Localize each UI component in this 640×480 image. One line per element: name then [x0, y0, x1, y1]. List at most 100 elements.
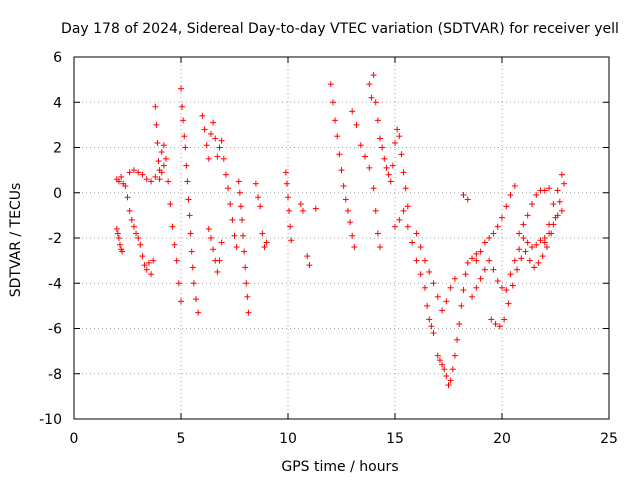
- y-tick-label: -2: [48, 231, 62, 247]
- data-point: [167, 201, 174, 208]
- data-point: [182, 144, 189, 151]
- data-point: [199, 112, 206, 119]
- data-point: [488, 316, 495, 323]
- data-point: [306, 262, 313, 269]
- series-arc-p: [434, 250, 480, 389]
- data-point: [122, 182, 129, 189]
- data-point: [261, 244, 268, 251]
- data-point: [426, 268, 433, 275]
- data-point: [171, 241, 178, 248]
- data-point: [178, 85, 184, 92]
- data-point: [366, 81, 373, 88]
- x-tick-label: 10: [279, 431, 297, 447]
- data-point: [464, 259, 471, 266]
- y-tick-label: 6: [53, 50, 62, 66]
- data-point: [150, 257, 157, 264]
- data-point: [137, 241, 144, 248]
- data-point: [392, 139, 398, 146]
- data-point: [188, 248, 195, 255]
- data-point: [175, 280, 182, 287]
- data-point: [190, 280, 197, 287]
- data-point: [225, 185, 232, 192]
- data-point: [288, 237, 295, 244]
- data-point: [558, 207, 565, 214]
- data-point: [462, 271, 469, 278]
- data-point: [372, 99, 379, 106]
- data-point: [377, 135, 384, 142]
- data-point: [533, 241, 540, 248]
- y-tick-label: -6: [48, 322, 62, 338]
- data-point: [400, 169, 407, 176]
- data-point: [490, 230, 497, 237]
- data-point: [185, 196, 192, 203]
- data-point: [152, 103, 159, 110]
- data-point: [535, 259, 542, 266]
- data-point: [451, 352, 458, 359]
- data-point: [205, 225, 212, 232]
- data-point: [520, 235, 527, 241]
- data-point: [155, 158, 162, 165]
- data-point: [477, 275, 484, 282]
- data-point: [216, 257, 223, 264]
- data-point: [353, 121, 360, 128]
- data-point: [143, 176, 150, 183]
- data-point: [241, 248, 248, 255]
- data-point: [561, 180, 568, 187]
- data-point: [413, 230, 420, 237]
- data-point: [377, 244, 384, 251]
- data-point: [430, 280, 437, 287]
- data-point: [243, 280, 250, 287]
- data-point: [304, 253, 311, 260]
- data-point: [541, 187, 548, 194]
- data-point: [524, 239, 531, 246]
- data-point: [477, 248, 484, 255]
- data-point: [255, 194, 262, 201]
- data-point: [169, 223, 176, 230]
- data-point: [165, 178, 172, 185]
- series-arc-g: [205, 225, 225, 275]
- data-point: [528, 201, 535, 208]
- data-point: [413, 257, 420, 264]
- x-tick-label: 25: [600, 431, 618, 447]
- y-tick-label: 2: [53, 141, 62, 157]
- data-point: [245, 309, 252, 316]
- data-point: [389, 162, 396, 169]
- series-arc-n: [392, 207, 437, 337]
- data-point: [285, 194, 291, 201]
- data-point: [494, 223, 501, 230]
- data-point: [240, 232, 247, 239]
- data-point: [231, 232, 238, 239]
- data-point: [189, 264, 196, 271]
- data-point: [556, 198, 563, 205]
- data-point: [533, 192, 540, 199]
- series-arc-a: [113, 173, 157, 278]
- data-point: [443, 298, 450, 305]
- data-point: [154, 139, 161, 146]
- grid: [74, 57, 609, 419]
- data-point: [511, 182, 518, 189]
- data-point: [114, 230, 121, 237]
- data-point: [210, 119, 217, 126]
- data-point: [156, 176, 163, 183]
- data-point: [460, 287, 467, 294]
- data-point: [183, 162, 190, 169]
- data-point: [494, 277, 501, 284]
- data-point: [460, 192, 467, 199]
- y-axis-label: SDTVAR / TECUs: [8, 183, 24, 298]
- data-point: [516, 230, 523, 237]
- data-point: [332, 117, 339, 124]
- data-point: [496, 323, 503, 330]
- data-point: [148, 271, 155, 278]
- data-point: [509, 282, 516, 289]
- data-point: [218, 137, 225, 144]
- data-point: [404, 203, 411, 210]
- data-point: [372, 207, 379, 214]
- data-point: [464, 196, 471, 203]
- data-point: [439, 307, 446, 314]
- data-point: [516, 246, 523, 253]
- data-point: [492, 320, 499, 327]
- data-point: [531, 264, 538, 271]
- data-point: [469, 293, 476, 300]
- x-tick-label: 0: [70, 431, 79, 447]
